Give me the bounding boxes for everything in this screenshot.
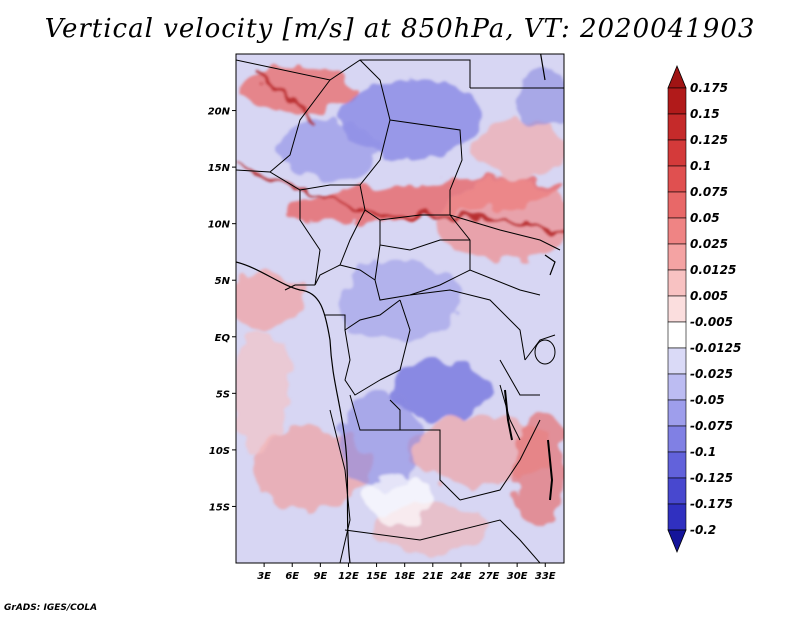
colorbar-swatch	[667, 295, 687, 323]
colorbar-label: -0.2	[690, 523, 716, 537]
map-frame	[235, 53, 565, 564]
colorbar-swatch	[667, 191, 687, 219]
grads-credit: GrADS: IGES/COLA	[4, 603, 98, 613]
lake-tanganyika	[504, 389, 513, 441]
map-title: Vertical velocity [m/s] at 850hPa, VT: 2…	[44, 14, 756, 44]
colorbar-swatch	[667, 451, 687, 479]
colorbar-label: -0.005	[690, 315, 733, 329]
lat-tick-label: 10N	[208, 220, 231, 231]
colorbar-swatch	[667, 503, 687, 531]
lon-tick-label: 24E	[451, 571, 472, 582]
lon-tick-label: 3E	[257, 571, 271, 582]
lat-tick-label: 5N	[215, 276, 231, 287]
colorbar-swatch	[667, 347, 687, 375]
colorbar-swatch	[667, 399, 687, 427]
lon-tick-label: 6E	[285, 571, 299, 582]
colorbar-label: 0.175	[690, 81, 728, 95]
lon-tick-label: 12E	[338, 571, 359, 582]
colorbar-label: -0.075	[690, 419, 733, 433]
colorbar-label: 0.025	[690, 237, 728, 251]
lon-tick-label: 27E	[479, 571, 500, 582]
lat-tick-label: 5S	[216, 389, 230, 400]
colorbar-swatch	[667, 243, 687, 271]
lake-malawi	[547, 439, 554, 501]
colorbar-bottom-cap	[667, 529, 687, 554]
lat-tick-label: 15S	[209, 502, 230, 513]
colorbar-label: 0.05	[690, 211, 720, 225]
colorbar-swatch	[667, 477, 687, 505]
colorbar-label: -0.0125	[690, 341, 741, 355]
colorbar-label: 0.075	[690, 185, 728, 199]
colorbar-label: -0.175	[690, 497, 733, 511]
colorbar: 0.175 0.15 0.125 0.1 0.075 0.05 0.025 0.0125 0.0…	[667, 64, 741, 554]
colorbar-label: 0.0125	[690, 263, 736, 277]
colorbar-swatch	[667, 321, 687, 349]
lake-victoria	[534, 339, 556, 365]
lat-tick-label: EQ	[215, 333, 231, 344]
latitude-axis: 20N 15N 10N 5N EQ 5S 10S 15S	[208, 107, 236, 513]
lat-tick-label: 10S	[209, 446, 230, 457]
colorbar-label: 0.005	[690, 289, 728, 303]
colorbar-label: 0.1	[690, 159, 711, 173]
colorbar-swatch	[667, 373, 687, 401]
colorbar-label: -0.125	[690, 471, 733, 485]
lon-tick-label: 9E	[313, 571, 327, 582]
lon-tick-label: 18E	[394, 571, 415, 582]
colorbar-swatch	[667, 113, 687, 141]
colorbar-top-cap	[667, 64, 687, 89]
velocity-field	[236, 54, 564, 563]
colorbar-swatch	[667, 139, 687, 167]
colorbar-swatch	[667, 269, 687, 297]
colorbar-swatch	[667, 425, 687, 453]
colorbar-swatch	[667, 87, 687, 115]
lon-tick-label: 21E	[422, 571, 443, 582]
country-boundaries	[236, 59, 564, 563]
colorbar-label: -0.025	[690, 367, 733, 381]
lat-tick-label: 20N	[208, 107, 231, 118]
longitude-axis: 3E 6E 9E 12E 15E 18E 21E 24E 27E 30E 33E	[257, 563, 556, 582]
coastline	[236, 261, 351, 563]
colorbar-swatch	[667, 217, 687, 245]
colorbar-label: -0.1	[690, 445, 716, 459]
lon-tick-label: 30E	[507, 571, 528, 582]
lat-tick-label: 15N	[208, 163, 231, 174]
lon-tick-label: 15E	[366, 571, 387, 582]
colorbar-label: 0.15	[690, 107, 720, 121]
colorbar-label: 0.125	[690, 133, 728, 147]
colorbar-label: -0.05	[690, 393, 725, 407]
lon-tick-label: 33E	[535, 571, 556, 582]
colorbar-swatch	[667, 165, 687, 193]
